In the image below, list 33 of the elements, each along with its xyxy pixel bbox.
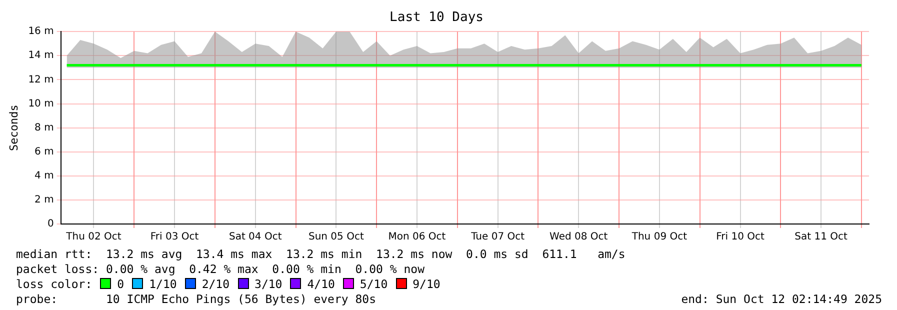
- legend-label: 1/10: [149, 277, 177, 291]
- x-tick-label: Sun 05 Oct: [308, 232, 364, 243]
- y-tick-label: 14 m: [28, 50, 54, 62]
- x-tick-label: Fri 10 Oct: [716, 232, 764, 243]
- y-tick-label: 4 m: [34, 170, 54, 182]
- y-tick-label: 2 m: [34, 194, 54, 206]
- text: packet loss: 0.00 % avg 0.42 % max 0.00 % min 0.00 % now: [16, 262, 426, 277]
- y-tick-label: 0: [47, 218, 54, 230]
- y-tick-label: 10 m: [28, 98, 54, 110]
- y-axis-title: Seconds: [7, 104, 20, 151]
- x-tick-label: Thu 02 Oct: [65, 232, 122, 243]
- legend-label: 9/10: [412, 277, 440, 291]
- x-tick-label: Sat 11 Oct: [794, 232, 848, 243]
- x-tick-label: Thu 09 Oct: [630, 232, 688, 243]
- legend-label: 4/10: [307, 277, 335, 291]
- text: median rtt: 13.2 ms avg 13.4 ms max 13.2 ms min 13.2 ms now 0.0 ms sd 611.1 am/s: [16, 247, 626, 262]
- y-tick-label: 12 m: [28, 74, 54, 86]
- legend-title: loss color:: [16, 277, 92, 291]
- text: end: Sun Oct 12 02:14:49 2025: [681, 292, 882, 307]
- x-tick-label: Fri 03 Oct: [150, 232, 199, 243]
- y-tick-label: 8 m: [34, 122, 54, 134]
- y-tick-label: 6 m: [34, 146, 54, 158]
- x-tick-label: Wed 08 Oct: [550, 232, 608, 243]
- text: probe: 10 ICMP Echo Pings (56 Bytes) every 80s: [16, 292, 376, 306]
- y-tick-label: 16 m: [28, 26, 54, 38]
- x-tick-label: Sat 04 Oct: [228, 232, 282, 243]
- legend-label: 3/10: [254, 277, 282, 291]
- x-tick-label: Tue 07 Oct: [470, 232, 525, 243]
- chart-title: Last 10 Days: [390, 10, 484, 26]
- legend-label: 2/10: [202, 277, 230, 291]
- legend-label: 0: [117, 277, 124, 291]
- x-tick-label: Mon 06 Oct: [388, 232, 446, 243]
- legend-label: 5/10: [360, 277, 388, 291]
